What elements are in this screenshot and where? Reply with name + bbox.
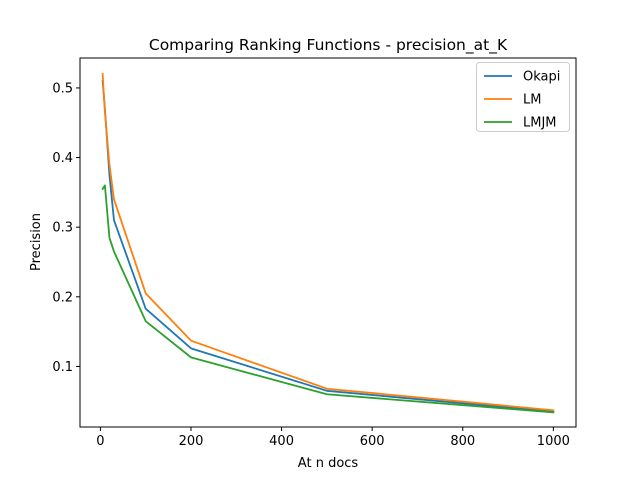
y-tick-label: 0.2 <box>52 290 73 305</box>
chart-title: Comparing Ranking Functions - precision_… <box>149 36 508 55</box>
y-tick-label: 0.3 <box>52 221 73 236</box>
y-axis-title: Precision <box>29 213 44 271</box>
x-axis-title: At n docs <box>298 456 359 471</box>
legend-label-okapi: Okapi <box>523 70 560 85</box>
series-line-lmjm <box>101 184 555 414</box>
series-line-lm <box>101 73 555 412</box>
x-axis: 0 200 400 600 800 1000 <box>96 427 570 449</box>
x-tick-label: 1000 <box>537 434 570 449</box>
x-tick-label: 400 <box>269 434 294 449</box>
y-tick-label: 0.1 <box>52 360 73 375</box>
legend: Okapi LM LMJM <box>476 62 570 132</box>
x-tick-label: 600 <box>360 434 385 449</box>
y-tick-label: 0.5 <box>52 81 73 96</box>
plot-area <box>101 73 555 414</box>
x-tick-label: 200 <box>179 434 204 449</box>
legend-label-lmjm: LMJM <box>523 116 557 131</box>
y-axis: 0.1 0.2 0.3 0.4 0.5 <box>52 81 80 375</box>
legend-label-lm: LM <box>523 93 541 108</box>
y-tick-label: 0.4 <box>52 151 73 166</box>
plot-frame <box>79 57 577 428</box>
x-tick-label: 0 <box>96 434 104 449</box>
x-tick-label: 800 <box>450 434 475 449</box>
legend-frame <box>476 62 570 132</box>
